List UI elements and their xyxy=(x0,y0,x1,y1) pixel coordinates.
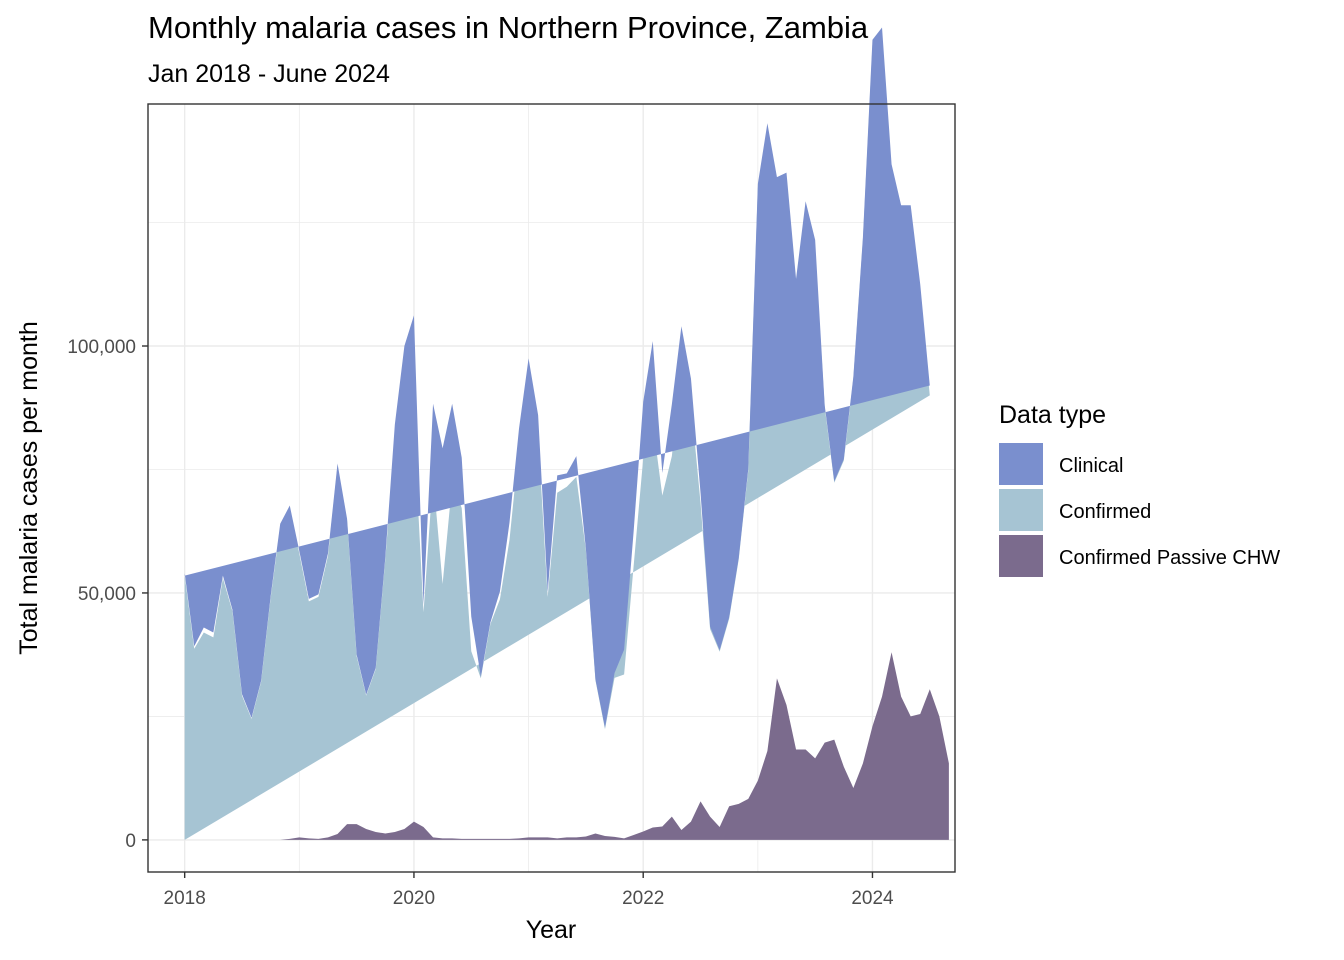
x-axis-title: Year xyxy=(526,916,577,944)
x-tick-label: 2018 xyxy=(164,888,206,909)
legend-label-confirmed: Confirmed xyxy=(1059,501,1151,523)
legend: Data type Clinical Confirmed Confirmed Pas… xyxy=(999,401,1280,577)
chart-subtitle: Jan 2018 - June 2024 xyxy=(148,60,390,88)
legend-title: Data type xyxy=(999,401,1106,429)
legend-label-clinical: Clinical xyxy=(1059,455,1123,477)
area-clinical xyxy=(184,27,930,728)
legend-key-clinical xyxy=(999,443,1043,485)
legend-label-confirmed-passive-chw: Confirmed Passive CHW xyxy=(1059,547,1280,569)
x-tick-label: 2020 xyxy=(393,888,435,909)
legend-key-confirmed-passive-chw xyxy=(999,535,1043,577)
y-tick-label: 100,000 xyxy=(67,337,136,358)
y-axis-title: Total malaria cases per month xyxy=(15,321,43,654)
area-confirmed-passive-chw xyxy=(184,652,949,840)
x-tick-label: 2022 xyxy=(622,888,664,909)
area-series xyxy=(184,27,949,840)
y-tick-label: 50,000 xyxy=(78,584,136,605)
axis-ticks: 0 50,000 100,000 2018 2020 2022 2024 xyxy=(67,337,894,909)
legend-key-confirmed xyxy=(999,489,1043,531)
x-tick-label: 2024 xyxy=(851,888,894,909)
area-confirmed xyxy=(184,34,930,840)
chart-title: Monthly malaria cases in Northern Provin… xyxy=(148,10,869,45)
plot-panel-border xyxy=(147,103,956,873)
y-tick-label: 0 xyxy=(125,831,136,852)
